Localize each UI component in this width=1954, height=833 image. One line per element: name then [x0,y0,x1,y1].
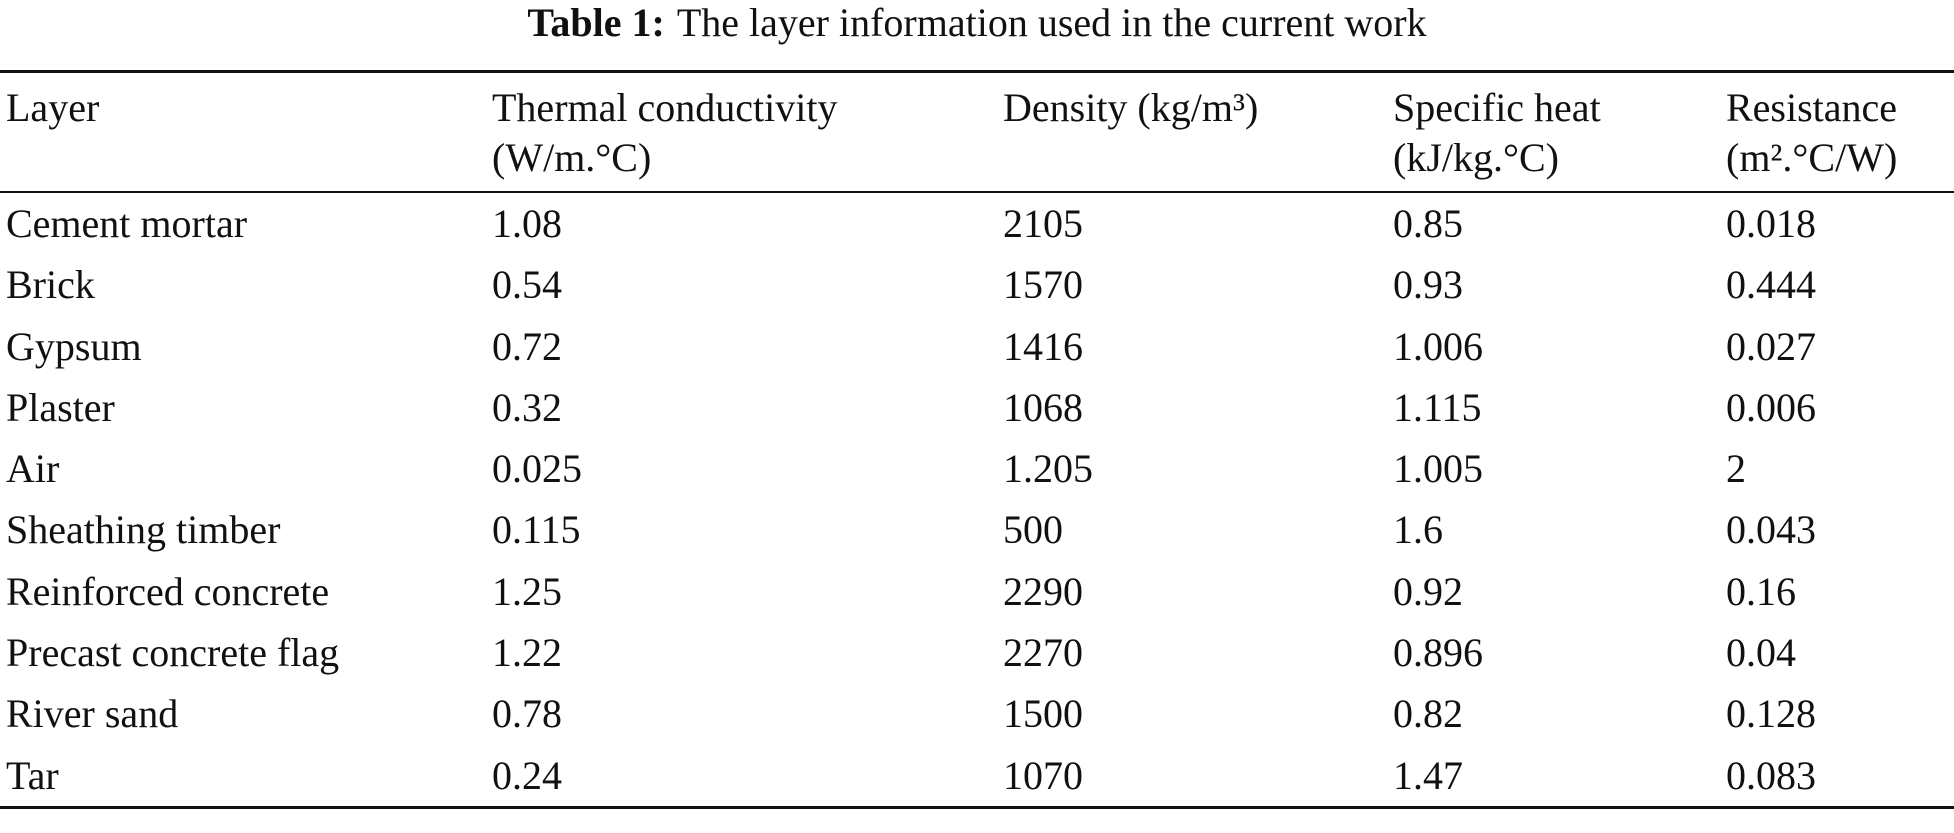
cell-value: 2290 [1003,568,1083,614]
table-caption: Table 1: The layer information used in th… [0,0,1954,46]
header-line: Layer [6,85,100,130]
cell-value: 0.027 [1726,323,1816,369]
cell-value: 1.47 [1393,752,1463,798]
table-row: Gypsum 0.72 1416 1.006 0.027 [0,316,1954,377]
cell-value: 500 [1003,507,1063,553]
header-line: Resistance [1726,85,1898,130]
cell-value: 1.205 [1003,446,1093,492]
cell-value: 1.08 [492,201,562,246]
layer-name: Gypsum [6,323,142,369]
cell-value: 0.16 [1726,568,1796,614]
cell-value: 0.54 [492,262,562,308]
header-line: (m².°C/W) [1726,135,1898,180]
cell-value: 0.82 [1393,691,1463,737]
cell-value: 0.128 [1726,691,1816,737]
layer-name: Precast concrete flag [6,630,340,676]
cell-value: 0.006 [1726,384,1816,430]
header-cell: Resistance (m².°C/W) [1720,72,1954,193]
cell-value: 1570 [1003,262,1083,308]
cell-value: 1.6 [1393,507,1443,553]
cell-value: 0.444 [1726,262,1816,308]
cell-value: 0.32 [492,384,562,430]
cell-value: 2 [1726,446,1746,492]
cell-value: 1416 [1003,323,1083,369]
cell-value: 1070 [1003,752,1083,798]
cell-value: 1.006 [1393,323,1483,369]
cell-value: 0.72 [492,323,562,369]
cell-value: 1068 [1003,384,1083,430]
cell-value: 2105 [1003,201,1083,246]
header-cell: Specific heat (kJ/kg.°C) [1387,72,1720,193]
cell-value: 0.85 [1393,201,1463,246]
cell-value: 0.115 [492,507,581,553]
table-row: Cement mortar 1.08 2105 0.85 0.018 [0,192,1954,254]
table-row: Plaster 0.32 1068 1.115 0.006 [0,377,1954,438]
table-row: Sheathing timber 0.115 500 1.6 0.043 [0,499,1954,560]
layer-name: Brick [6,262,95,308]
header-row: Layer Thermal conductivity (W/m.°C) Density… [0,71,1954,193]
layer-name: Cement mortar [6,201,248,246]
cell-value: 1.22 [492,630,562,676]
cell-value: 0.896 [1393,630,1483,676]
table-row: Reinforced concrete 1.25 2290 0.92 0.16 [0,561,1954,622]
cell-value: 0.083 [1726,752,1816,798]
cell-value: 0.93 [1393,262,1463,308]
header-line: Density (kg/m³) [1003,85,1259,130]
cell-value: 0.025 [492,446,582,492]
cell-value: 1.005 [1393,446,1483,492]
cell-value: 1500 [1003,691,1083,737]
cell-value: 2270 [1003,630,1083,676]
cell-value: 0.04 [1726,630,1796,676]
caption-label: Table 1: [527,0,665,45]
cell-value: 0.78 [492,691,562,737]
table: Layer Thermal conductivity (W/m.°C) Density… [0,70,1954,809]
table-row: River sand 0.78 1500 0.82 0.128 [0,683,1954,744]
table-row: Precast concrete flag 1.22 2270 0.896 0.04 [0,622,1954,683]
header-cell: Density (kg/m³) [997,72,1387,193]
table-row: Brick 0.54 1570 0.93 0.444 [0,254,1954,315]
cell-value: 0.24 [492,752,562,798]
header-cell: Thermal conductivity (W/m.°C) [486,72,997,193]
cell-value: 1.25 [492,568,562,614]
header-line: (kJ/kg.°C) [1393,135,1559,180]
layer-name: Reinforced concrete [6,568,330,614]
table-row: Air 0.025 1.205 1.005 2 [0,438,1954,499]
layer-name: Tar [6,752,59,798]
caption-text: The layer information used in the curren… [676,0,1427,45]
header-cell: Layer [0,72,486,193]
cell-value: 0.043 [1726,507,1816,553]
header-line: Specific heat [1393,85,1601,130]
header-line: (W/m.°C) [492,135,652,180]
header-line: Thermal conductivity [492,85,838,130]
layer-name: Plaster [6,384,115,430]
cell-value: 0.018 [1726,201,1816,246]
table-body: Cement mortar 1.08 2105 0.85 0.018 Brick 0.54 1… [0,192,1954,808]
cell-value: 1.115 [1393,384,1482,430]
cell-value: 0.92 [1393,568,1463,614]
layer-name: Air [6,446,60,492]
table-row: Tar 0.24 1070 1.47 0.083 [0,745,1954,808]
layer-name: Sheathing timber [6,507,281,553]
layer-name: River sand [6,691,179,737]
